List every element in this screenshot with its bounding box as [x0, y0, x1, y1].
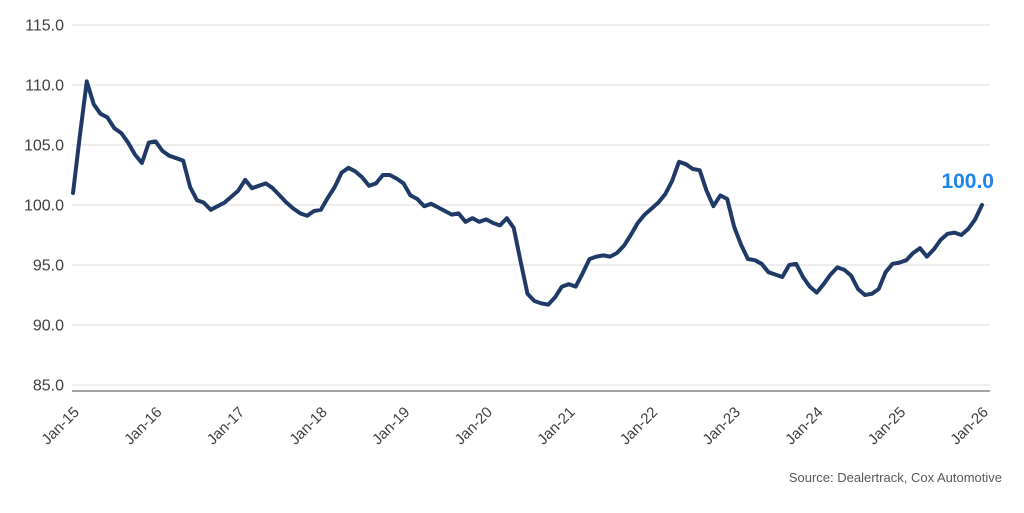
x-tick-label: Jan-23: [699, 404, 743, 448]
y-tick-label: 95.0: [33, 258, 64, 275]
x-tick-label: Jan-20: [452, 404, 496, 448]
x-tick-label: Jan-19: [369, 404, 413, 448]
y-tick-label: 85.0: [33, 378, 64, 395]
y-tick-label: 90.0: [33, 318, 64, 335]
y-tick-label: 115.0: [25, 18, 64, 35]
x-tick-label: Jan-15: [38, 404, 82, 448]
index-series-line: [71, 79, 984, 307]
y-tick-label: 105.0: [24, 138, 64, 155]
x-tick-label: Jan-18: [286, 404, 330, 448]
x-tick-label: Jan-22: [617, 404, 661, 448]
y-tick-label: 110.0: [25, 78, 64, 95]
x-tick-label: Jan-24: [782, 404, 826, 448]
x-tick-label: Jan-26: [947, 404, 991, 448]
x-tick-label: Jan-16: [121, 404, 165, 448]
x-tick-label: Jan-25: [865, 404, 909, 448]
y-tick-label: 100.0: [24, 198, 64, 215]
x-tick-label: Jan-17: [204, 404, 248, 448]
x-tick-label: Jan-21: [534, 404, 578, 448]
source-attribution: Source: Dealertrack, Cox Automotive: [788, 470, 1002, 485]
end-value-label: 100.0: [941, 170, 994, 193]
